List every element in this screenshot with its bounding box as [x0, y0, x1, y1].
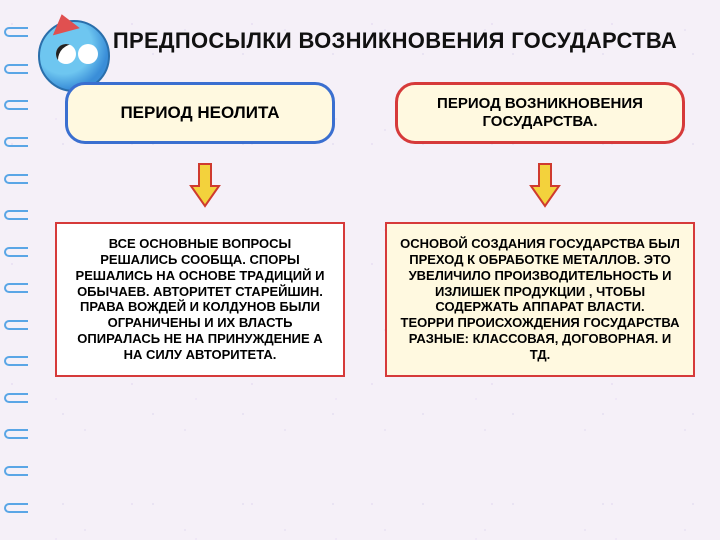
page-title: ПРЕДПОСЫЛКИ ВОЗНИКНОВЕНИЯ ГОСУДАРСТВА — [90, 28, 700, 54]
header-box-right: ПЕРИОД ВОЗНИКНОВЕНИЯ ГОСУДАРСТВА. — [395, 82, 685, 144]
body-box-left: ВСЕ ОСНОВНЫЕ ВОПРОСЫ РЕШАЛИСЬ СООБЩА. СП… — [55, 222, 345, 377]
arrows-row — [50, 162, 700, 208]
arrow-slot-left — [50, 162, 360, 208]
headers-row: ПЕРИОД НЕОЛИТА ПЕРИОД ВОЗНИКНОВЕНИЯ ГОСУ… — [50, 82, 700, 144]
slide-content: ПРЕДПОСЫЛКИ ВОЗНИКНОВЕНИЯ ГОСУДАРСТВА ПЕ… — [0, 0, 720, 540]
header-box-left: ПЕРИОД НЕОЛИТА — [65, 82, 335, 144]
body-row: ВСЕ ОСНОВНЫЕ ВОПРОСЫ РЕШАЛИСЬ СООБЩА. СП… — [50, 222, 700, 377]
down-arrow-icon — [529, 162, 561, 208]
down-arrow-icon — [189, 162, 221, 208]
body-box-right: ОСНОВОЙ СОЗДАНИЯ ГОСУДАРСТВА БЫЛ ПРЕХОД … — [385, 222, 695, 377]
arrow-slot-right — [390, 162, 700, 208]
